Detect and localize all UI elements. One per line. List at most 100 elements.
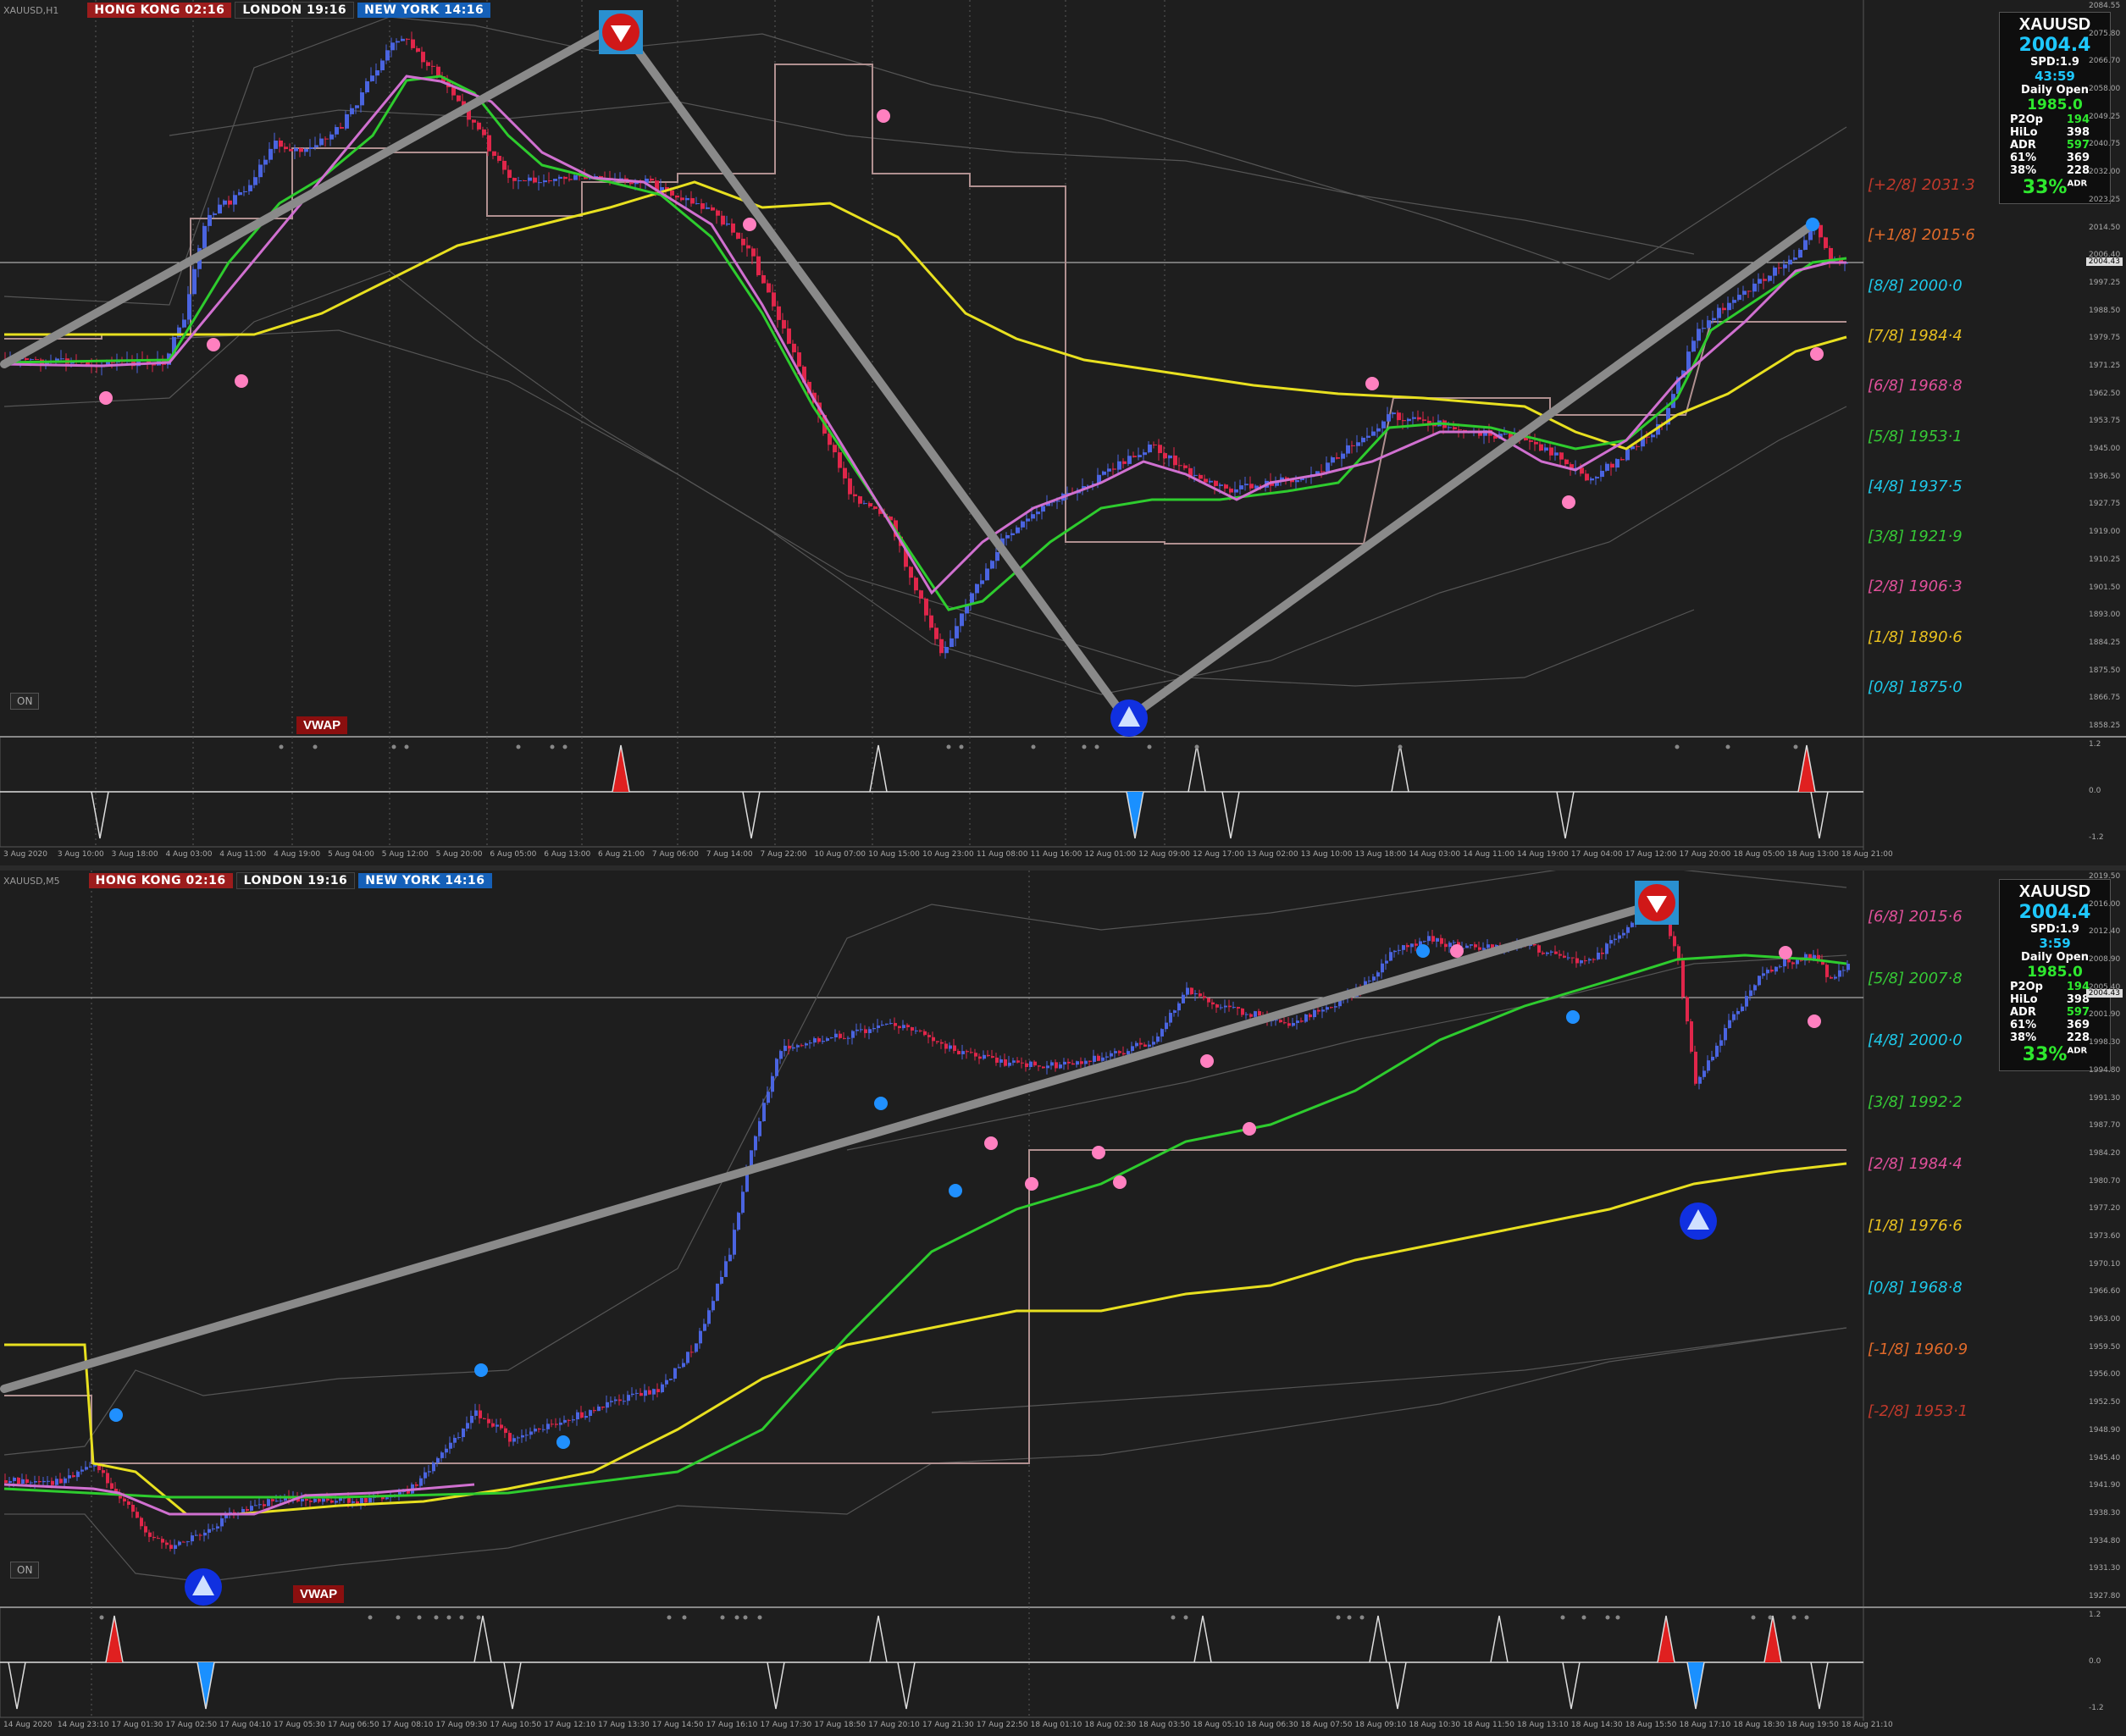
candle [904,545,908,567]
oscillator-spike [742,791,761,839]
candle [950,638,954,647]
time-tick-label: 18 Aug 07:50 [1300,1721,1353,1729]
candle [385,50,390,61]
candle [144,1526,147,1533]
candle [228,200,232,205]
candle [711,207,715,211]
candle [772,292,776,307]
price-tick-label: 1987.70 [2089,1121,2121,1131]
candle [1237,1007,1240,1009]
candle [538,182,542,184]
candle [534,1429,537,1432]
m5-price-plot[interactable] [0,871,2126,1736]
candle [172,337,176,354]
info-daily-open: 1985.0 [2027,97,2083,113]
candle [186,1541,190,1543]
candle [165,1542,169,1545]
oscillator-spike [473,1615,492,1663]
candle [51,1480,54,1485]
candle [1600,470,1604,478]
candle [1334,1006,1337,1008]
oscillator-spike [1810,791,1829,839]
time-tick-label: 10 Aug 07:00 [814,850,866,859]
price-tick-label: 2084.55 [2089,2,2121,10]
candle [745,1169,749,1192]
candle [1534,441,1538,445]
candle [680,197,684,201]
zigzag-trendline [0,898,1664,1393]
session-hong-kong: HONG KONG 02:16 [87,3,232,18]
candle [939,639,944,654]
price-tick-label: 1971.25 [2089,362,2121,370]
candle [914,578,918,591]
swing-dot [877,109,890,123]
candle [1385,960,1388,964]
candle [542,1429,545,1430]
candle [140,1518,143,1527]
candle [1148,1044,1151,1047]
oscillator-dot [516,744,521,749]
candle [783,1045,787,1052]
price-tick-label: -1.2 [2089,833,2104,842]
candle [1758,279,1762,284]
m5-chart-panel[interactable]: XAUUSD,M5 HONG KONG 02:16 LONDON 19:16 N… [0,871,2126,1736]
candle [187,294,191,320]
candle [1564,459,1569,465]
candle [1749,990,1752,997]
candle [1707,1060,1710,1071]
candle [1041,506,1045,512]
candle [380,60,385,70]
candle [508,1433,512,1442]
swing-dot [1566,1010,1580,1024]
time-tick-label: 18 Aug 02:30 [1084,1721,1137,1729]
swing-dot [109,1408,123,1422]
candle [35,359,39,361]
candle [267,1499,270,1507]
price-tick-label: 1970.10 [2089,1259,2121,1269]
candle [1376,428,1381,432]
candle [436,66,440,77]
candle [1021,521,1025,528]
candle [1279,1020,1282,1023]
candle [1275,480,1279,486]
candle [25,358,29,360]
candle [1139,1042,1143,1045]
candle [1554,452,1559,456]
candle [504,1428,507,1434]
candle [1410,943,1414,948]
candle [1448,427,1452,428]
candle [911,1027,914,1031]
candle [787,328,791,344]
candle [1580,960,1583,964]
time-tick-label: 17 Aug 01:30 [111,1721,163,1729]
candle [619,178,623,180]
time-tick-label: 17 Aug 17:30 [760,1721,812,1729]
candle [497,156,501,161]
candle [741,238,745,246]
info-row: ADR 597 [2010,139,2090,152]
time-tick-label: 17 Aug 04:10 [219,1721,271,1729]
candle [223,200,227,205]
on-toggle-button[interactable]: ON [10,1562,40,1578]
candle [1478,432,1482,436]
swing-dot [1450,944,1464,958]
candle [1346,445,1350,454]
on-toggle-button[interactable]: ON [10,693,40,710]
candle [1575,958,1579,964]
time-tick-label: 18 Aug 09:10 [1354,1721,1407,1729]
candle [1736,1010,1740,1015]
candle [991,1056,994,1058]
price-tick-label: 1938.30 [2089,1508,2121,1518]
candle [1173,1010,1176,1014]
h1-chart-panel[interactable]: XAUUSD,H1 HONG KONG 02:16 LONDON 19:16 N… [0,0,2126,871]
candle [923,1031,927,1036]
candle [665,187,669,191]
candle [1178,465,1182,467]
candle [482,129,486,135]
oscillator-spike [105,1615,124,1663]
candle [1254,1011,1257,1017]
time-tick-label: 10 Aug 23:00 [922,850,974,859]
h1-price-plot[interactable] [0,0,2126,865]
murrey-level-label: [+1/8] 2015·6 [1868,226,1975,245]
candle [975,583,979,594]
